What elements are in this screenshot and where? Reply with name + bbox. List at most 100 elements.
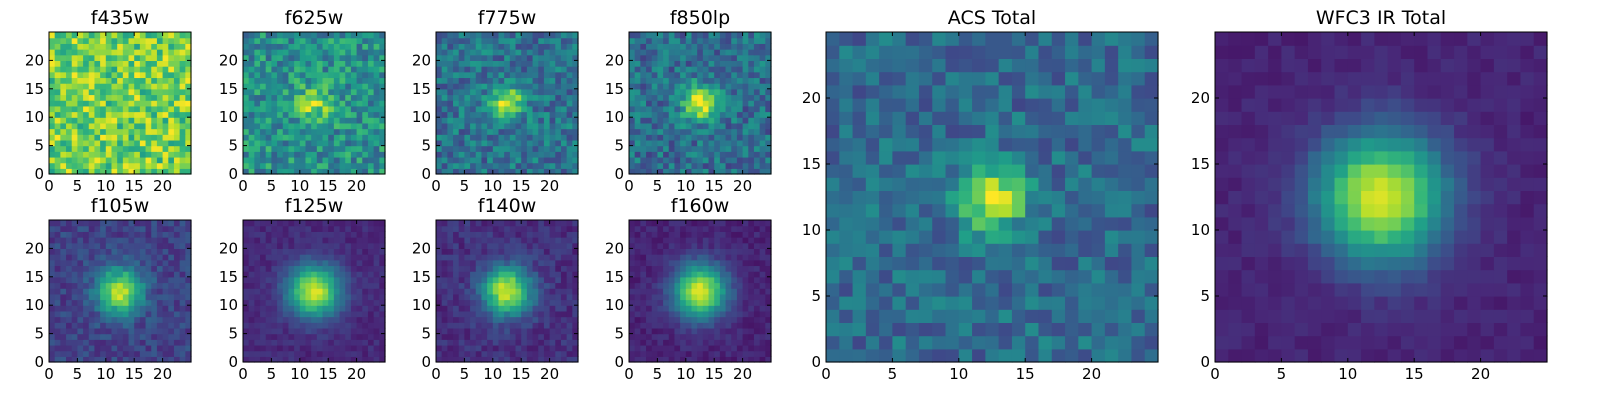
image-pixel <box>316 168 324 175</box>
image-pixel <box>731 134 738 141</box>
image-pixel <box>88 151 96 158</box>
image-pixel <box>492 293 500 301</box>
image-pixel <box>265 145 272 152</box>
image-pixel <box>549 151 556 158</box>
image-pixel <box>731 293 738 301</box>
image-pixel <box>668 282 676 289</box>
image-pixel <box>54 322 61 329</box>
image-pixel <box>173 77 181 84</box>
image-pixel <box>504 350 511 357</box>
image-pixel <box>328 145 335 152</box>
image-pixel <box>453 282 460 289</box>
image-pixel <box>117 271 124 278</box>
image-pixel <box>481 145 488 152</box>
image-pixel <box>441 100 448 107</box>
image-pixel <box>526 282 534 289</box>
image-pixel <box>719 322 727 329</box>
image-pixel <box>708 276 715 284</box>
image-pixel <box>742 322 749 329</box>
image-pixel <box>333 49 341 56</box>
image-pixel <box>111 83 118 90</box>
image-pixel <box>487 248 494 255</box>
image-pixel <box>560 88 568 96</box>
image-pixel <box>464 151 471 158</box>
image-pixel <box>282 276 290 284</box>
image-pixel <box>71 88 78 96</box>
image-pixel <box>139 299 147 306</box>
image-pixel <box>77 54 84 61</box>
image-pixel <box>105 54 113 61</box>
image-pixel <box>54 225 61 232</box>
image-pixel <box>714 37 721 44</box>
image-pixel <box>725 333 732 340</box>
image-pixel <box>322 305 329 312</box>
image-pixel <box>702 94 710 101</box>
image-pixel <box>685 94 693 101</box>
image-pixel <box>139 231 147 238</box>
image-pixel <box>179 88 186 96</box>
image-pixel <box>680 111 687 118</box>
image-pixel <box>697 111 704 118</box>
image-pixel <box>714 282 721 289</box>
image-pixel <box>458 122 465 130</box>
image-pixel <box>521 299 528 306</box>
image-pixel <box>697 350 704 357</box>
image-pixel <box>731 100 738 107</box>
image-pixel <box>657 327 664 335</box>
image-pixel <box>436 293 443 301</box>
image-pixel <box>100 37 107 44</box>
image-pixel <box>117 254 124 261</box>
image-pixel <box>453 225 460 232</box>
image-pixel <box>139 145 147 152</box>
image-pixel <box>640 122 647 130</box>
image-pixel <box>288 339 295 346</box>
image-pixel <box>265 156 272 164</box>
image-pixel <box>179 105 186 113</box>
image-pixel <box>487 299 494 306</box>
image-pixel <box>100 134 107 141</box>
image-pixel <box>128 151 135 158</box>
image-pixel <box>640 43 647 50</box>
image-pixel <box>663 168 670 175</box>
image-pixel <box>83 145 90 152</box>
image-pixel <box>277 162 284 169</box>
image-pixel <box>100 54 107 61</box>
image-pixel <box>538 111 545 118</box>
image-pixel <box>453 310 460 318</box>
image-pixel <box>373 71 380 79</box>
image-pixel <box>748 139 755 147</box>
image-pixel <box>254 316 261 323</box>
image-pixel <box>572 339 579 346</box>
image-pixel <box>651 322 658 329</box>
image-pixel <box>345 276 352 284</box>
image-pixel <box>447 151 454 158</box>
image-pixel <box>134 293 141 301</box>
image-pixel <box>316 105 324 113</box>
image-pixel <box>708 94 715 101</box>
image-pixel <box>731 305 738 312</box>
image-pixel <box>691 111 698 118</box>
image-pixel <box>311 265 318 272</box>
image-pixel <box>173 299 181 306</box>
image-pixel <box>328 242 335 249</box>
image-pixel <box>475 156 483 164</box>
image-pixel <box>470 49 477 56</box>
image-pixel <box>66 293 73 301</box>
image-pixel <box>748 145 755 152</box>
image-pixel <box>515 117 522 124</box>
image-pixel <box>128 43 135 50</box>
image-pixel <box>515 37 522 44</box>
image-pixel <box>566 220 573 227</box>
image-pixel <box>674 71 681 79</box>
image-pixel <box>498 220 505 227</box>
x-tick-label: 10 <box>96 365 115 383</box>
image-pixel <box>714 293 721 301</box>
image-pixel <box>156 32 164 39</box>
image-pixel <box>367 168 375 175</box>
image-pixel <box>145 88 152 96</box>
image-pixel <box>339 339 346 346</box>
image-pixel <box>294 339 301 346</box>
image-pixel <box>566 225 573 232</box>
image-pixel <box>299 327 307 335</box>
image-pixel <box>481 66 488 73</box>
